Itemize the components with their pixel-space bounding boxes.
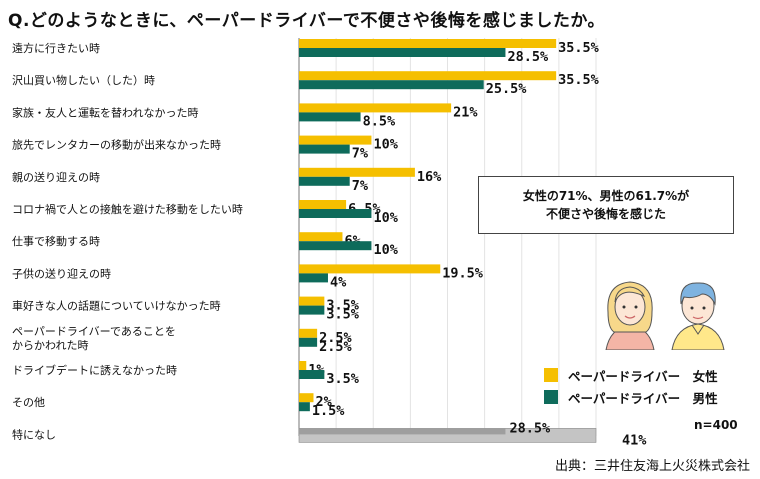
- bar-male: [299, 273, 328, 283]
- category-label: その他: [12, 396, 45, 409]
- data-label-male: 3.5%: [326, 307, 359, 323]
- annotation-line-1: 女性の71%、男性の61.7%が: [522, 189, 690, 203]
- data-label-female: 16%: [417, 169, 442, 185]
- category-label: ドライブデートに誘えなかった時: [12, 363, 177, 377]
- bar-male: [299, 337, 318, 347]
- source-credit: 出典：三井住友海上火災株式会社: [554, 459, 750, 474]
- bar-male: [299, 48, 506, 57]
- data-label-male: 3.5%: [326, 371, 359, 387]
- category-label: からかわれた時: [12, 339, 88, 352]
- data-label-male: 28.5%: [507, 49, 549, 65]
- data-label-male: 7%: [352, 178, 369, 194]
- legend-label-female: ペーパードライバー 女性: [568, 368, 718, 384]
- data-label-male: 2.5%: [319, 339, 352, 355]
- data-label-female: 10%: [373, 137, 398, 153]
- category-label: ペーパードライバーであることを: [12, 325, 176, 338]
- legend-item-male: ペーパードライバー 男性: [544, 386, 718, 408]
- data-label-female: 2%: [315, 394, 332, 410]
- bar-male: [299, 241, 372, 251]
- annotation-box: 女性の71%、男性の61.7%が 不便さや後悔を感じた: [478, 176, 734, 234]
- bar-male: [299, 144, 350, 154]
- bar-female: [299, 428, 506, 435]
- category-label: 旅先でレンタカーの移動が出来なかった時: [12, 138, 221, 152]
- bar-male: [299, 80, 484, 90]
- category-label: 仕事で移動する時: [12, 234, 100, 248]
- category-label: 沢山買い物したい（した）時: [12, 73, 155, 87]
- bar-female: [299, 39, 557, 48]
- category-label: 子供の送り迎えの時: [12, 266, 111, 280]
- data-label-male: 25.5%: [486, 81, 528, 97]
- sample-size: n=400: [694, 418, 738, 432]
- data-label-male: 4%: [330, 274, 347, 290]
- chart-title: Q.どのようなときに、ペーパードライバーで不便さや後悔を感じましたか。: [8, 11, 606, 31]
- category-label: 遠方に行きたい時: [12, 41, 100, 55]
- data-label-female: 3.5%: [326, 298, 359, 314]
- data-label-male: 10%: [373, 210, 398, 226]
- data-label-female: 21%: [453, 104, 478, 120]
- bar-female: [299, 103, 452, 113]
- bar-female: [299, 361, 307, 370]
- bar-female: [299, 393, 314, 403]
- legend-label-male: ペーパードライバー 男性: [568, 390, 718, 406]
- data-label-female: 2.5%: [319, 330, 352, 346]
- bar-female: [299, 200, 347, 209]
- legend-item-female: ペーパードライバー 女性: [544, 364, 718, 386]
- bar-female: [299, 167, 415, 177]
- category-label: 特になし: [12, 427, 56, 441]
- data-label-female: 35.5%: [558, 40, 600, 56]
- data-label-male: 1.5%: [312, 403, 345, 419]
- category-label: コロナ禍で人との接触を避けた移動をしたい時: [12, 202, 243, 216]
- category-label: 親の送り迎えの時: [12, 170, 100, 184]
- data-label-male: 8.5%: [363, 113, 396, 129]
- data-label-female: 35.5%: [558, 72, 600, 88]
- data-label-female: 28.5%: [509, 420, 551, 436]
- annotation-line-2: 不便さや後悔を感じた: [545, 207, 666, 221]
- bar-female: [299, 296, 325, 306]
- people-illustration: [605, 281, 725, 350]
- legend-swatch-female: [544, 368, 558, 382]
- bar-male: [299, 209, 372, 218]
- data-label-male: 7%: [352, 146, 369, 162]
- bar-female: [299, 264, 441, 274]
- category-label: 家族・友人と運転を替われなかった時: [12, 105, 198, 119]
- bar-male: [299, 402, 310, 412]
- category-label: 車好きな人の話題についていけなかった時: [12, 299, 221, 313]
- bar-male: [299, 112, 361, 122]
- legend: ペーパードライバー 女性 ペーパードライバー 男性: [544, 364, 718, 408]
- bar-female: [299, 328, 318, 338]
- bar-male: [299, 176, 350, 186]
- data-label-male: 41%: [622, 432, 647, 448]
- legend-swatch-male: [544, 390, 558, 404]
- bar-female: [299, 232, 343, 242]
- bar-female: [299, 135, 372, 145]
- data-label-male: 10%: [373, 242, 398, 258]
- data-label-female: 19.5%: [442, 265, 484, 281]
- bar-male: [299, 305, 325, 315]
- bar-male: [299, 370, 325, 379]
- bar-female: [299, 71, 557, 81]
